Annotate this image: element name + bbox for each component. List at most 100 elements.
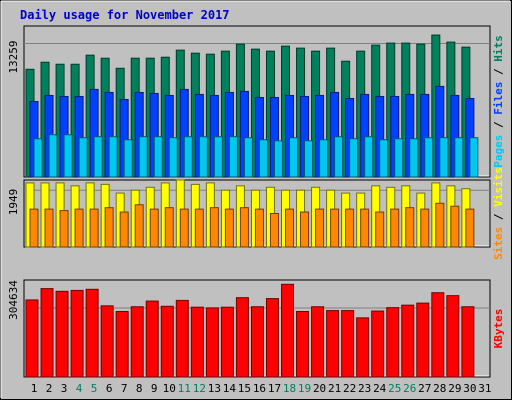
- bar-sites-26: [405, 207, 415, 248]
- bar-sites-20: [315, 208, 325, 248]
- x-tick-label-8: 8: [136, 382, 143, 395]
- bar-kbytes-5: [85, 288, 99, 378]
- bar-sites-30: [465, 208, 475, 248]
- bar-pages-22: [349, 138, 359, 178]
- bar-pages-18: [289, 137, 299, 178]
- x-tick-label-7: 7: [121, 382, 128, 395]
- x-tick-label-25: 25: [388, 382, 401, 395]
- bar-pages-17: [273, 140, 283, 178]
- legend-separator: /: [492, 62, 505, 82]
- x-tick-label-21: 21: [328, 382, 341, 395]
- panel-3-legend: KBytes: [492, 309, 505, 349]
- bar-kbytes-4: [70, 289, 84, 378]
- x-tick-label-26: 26: [403, 382, 416, 395]
- bar-sites-23: [360, 208, 370, 248]
- bar-kbytes-15: [235, 297, 249, 378]
- x-tick-label-12: 12: [193, 382, 206, 395]
- x-tick-label-3: 3: [61, 382, 68, 395]
- x-tick-label-24: 24: [373, 382, 387, 395]
- bar-kbytes-22: [341, 310, 355, 378]
- legend-separator: /: [492, 207, 505, 227]
- x-tick-label-17: 17: [268, 382, 281, 395]
- bar-pages-6: [108, 136, 118, 178]
- bar-sites-21: [330, 208, 340, 248]
- bar-sites-16: [254, 208, 264, 248]
- bar-kbytes-24: [371, 310, 385, 378]
- panel-2-legend: Sites / Visits: [492, 167, 505, 260]
- legend-kbytes: KBytes: [492, 309, 505, 349]
- bar-pages-12: [198, 136, 208, 178]
- bar-kbytes-7: [115, 311, 129, 378]
- bar-pages-30: [469, 137, 479, 178]
- bar-pages-11: [183, 136, 193, 178]
- bar-pages-20: [319, 139, 329, 178]
- bar-sites-13: [209, 207, 219, 248]
- bar-sites-8: [134, 204, 144, 248]
- bar-kbytes-1: [25, 299, 39, 378]
- bar-kbytes-11: [175, 299, 189, 378]
- bar-kbytes-17: [265, 298, 279, 378]
- x-tick-label-13: 13: [208, 382, 221, 395]
- x-tick-label-4: 4: [76, 382, 83, 395]
- bar-kbytes-3: [55, 290, 69, 378]
- bar-sites-18: [285, 208, 295, 248]
- bar-pages-16: [258, 139, 268, 178]
- bar-kbytes-2: [40, 288, 54, 378]
- x-tick-label-16: 16: [253, 382, 266, 395]
- bar-kbytes-21: [326, 310, 340, 378]
- bar-sites-7: [119, 211, 129, 248]
- bar-pages-25: [394, 138, 404, 178]
- bar-pages-19: [304, 140, 314, 178]
- x-tick-label-6: 6: [106, 382, 113, 395]
- bar-sites-2: [44, 208, 54, 248]
- bar-kbytes-25: [386, 307, 400, 378]
- legend-separator: /: [492, 115, 505, 135]
- x-tick-label-22: 22: [343, 382, 356, 395]
- bar-pages-29: [454, 137, 464, 178]
- bar-sites-28: [435, 202, 445, 248]
- bar-kbytes-28: [431, 292, 445, 378]
- bar-sites-5: [89, 208, 99, 248]
- bar-sites-25: [390, 208, 400, 248]
- x-tick-label-5: 5: [91, 382, 98, 395]
- x-tick-label-18: 18: [283, 382, 296, 395]
- bar-pages-2: [48, 134, 58, 178]
- x-tick-label-1: 1: [31, 382, 38, 395]
- bar-kbytes-10: [160, 305, 174, 378]
- bar-pages-28: [439, 137, 449, 178]
- bar-pages-13: [213, 136, 223, 178]
- bar-sites-19: [300, 211, 310, 248]
- legend-pages: Pages: [492, 135, 505, 168]
- bar-pages-8: [138, 136, 148, 178]
- bar-kbytes-26: [401, 304, 415, 378]
- bar-kbytes-18: [281, 283, 295, 378]
- bar-pages-15: [243, 137, 253, 178]
- panel-1-legend: Pages / Files / Hits: [492, 35, 505, 168]
- legend-sites: Sites: [492, 227, 505, 260]
- bar-pages-24: [379, 139, 389, 178]
- bar-sites-4: [74, 208, 84, 248]
- bar-sites-6: [104, 207, 114, 248]
- bar-kbytes-14: [220, 306, 234, 378]
- bar-kbytes-19: [296, 311, 310, 378]
- bar-pages-10: [168, 137, 178, 178]
- bar-sites-12: [194, 208, 204, 248]
- x-tick-label-30: 30: [463, 382, 476, 395]
- bar-sites-3: [59, 210, 69, 248]
- bar-kbytes-8: [130, 306, 144, 378]
- bar-pages-27: [424, 137, 434, 178]
- bar-sites-24: [375, 211, 385, 248]
- bar-sites-15: [239, 207, 249, 248]
- bar-kbytes-29: [446, 295, 460, 378]
- bar-kbytes-16: [250, 306, 264, 378]
- bar-pages-5: [93, 136, 103, 178]
- x-tick-label-23: 23: [358, 382, 371, 395]
- chart-title: Daily usage for November 2017: [20, 8, 230, 22]
- x-tick-label-28: 28: [433, 382, 446, 395]
- bar-pages-26: [409, 138, 419, 178]
- bar-sites-17: [269, 213, 279, 248]
- legend-visits: Visits: [492, 167, 505, 207]
- x-tick-label-19: 19: [298, 382, 311, 395]
- bar-pages-7: [123, 139, 133, 178]
